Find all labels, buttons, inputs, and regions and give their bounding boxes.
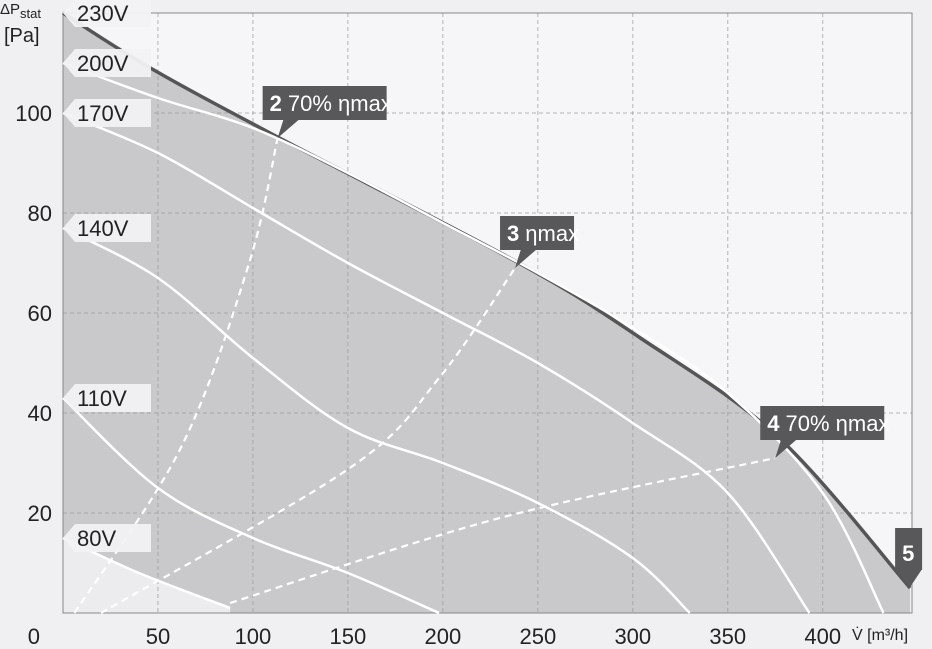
annotation-pointer [277,119,300,138]
legend-entry: 170V [77,101,129,126]
y-tick-label: 20 [28,501,52,526]
voltage-label-box [63,524,151,552]
y-tick-label: 60 [28,301,52,326]
annotation-label: 70% ηmax [288,91,392,116]
voltage-label: 110V [63,384,151,412]
y-tick-label: 100 [15,101,52,126]
x-tick-label: 50 [146,624,170,649]
y-tick-label: 80 [28,201,52,226]
annotation-text: 3 ηmax [507,221,579,246]
curve [62,226,691,614]
annotation: 5 [895,528,923,587]
y-label-main: ΔP [0,1,20,18]
voltage-label-box [63,99,151,127]
efficiency-line [73,137,279,614]
voltage-label: 200V [63,49,151,77]
annotation-text: 4 70% ηmax [767,411,889,436]
x-tick-label: 350 [709,624,746,649]
annotation-number: 5 [902,541,914,566]
low-area [63,538,231,613]
annotation: 2 70% ηmax [262,86,392,138]
y-axis-label: ΔPstat [0,1,41,21]
annotation-box [262,86,387,120]
annotation-pointer [775,439,798,458]
curve [62,61,885,614]
efficiency-line [229,456,776,605]
annotation-text: 5 [902,541,914,566]
y-axis-unit: [Pa] [4,25,40,47]
voltage-label-box [63,214,151,242]
x-axis-label: V̇ [m³/h] [852,626,908,644]
annotation-box [500,216,575,250]
annotation-label: ηmax [525,221,579,246]
x-tick-label: 400 [804,624,841,649]
legend-entry: 230V [77,1,129,26]
legend-entry: 140V [77,216,129,241]
x-tick-label: 100 [235,624,272,649]
voltage-label: 230V [63,0,151,27]
voltage-label: 140V [63,214,151,242]
annotation-box [760,406,885,440]
x-tick-label: 150 [330,624,367,649]
y-label-sub: stat [20,6,41,21]
annotation: 3 ηmax [500,216,579,268]
legend-entry: 200V [77,51,129,76]
x-tick-label: 300 [614,624,651,649]
voltage-label-box [63,49,151,77]
legend-entry: 110V [77,386,127,411]
annotation-text: 2 70% ηmax [270,91,392,116]
y-tick-label: 40 [28,401,52,426]
plot-frame [62,12,913,614]
annotation-box [895,528,923,570]
annotation-pointer [515,249,538,268]
voltage-label-box [63,384,151,412]
annotation-number: 4 [767,411,780,436]
voltage-label-box [63,0,151,27]
voltage-label: 170V [63,99,151,127]
x-tick-label: 250 [519,624,556,649]
annotation: 4 70% ηmax [760,406,889,458]
annotation-number: 3 [507,221,519,246]
voltage-label: 80V [63,524,151,552]
annotation-label: 70% ηmax [785,411,889,436]
x-tick-label: 200 [425,624,462,649]
curve [62,111,811,614]
annotation-pointer [895,569,923,587]
curve [62,397,440,615]
y-tick-label: 0 [28,624,40,649]
legend-entry: 80V [77,526,116,551]
annotation-number: 2 [270,91,282,116]
